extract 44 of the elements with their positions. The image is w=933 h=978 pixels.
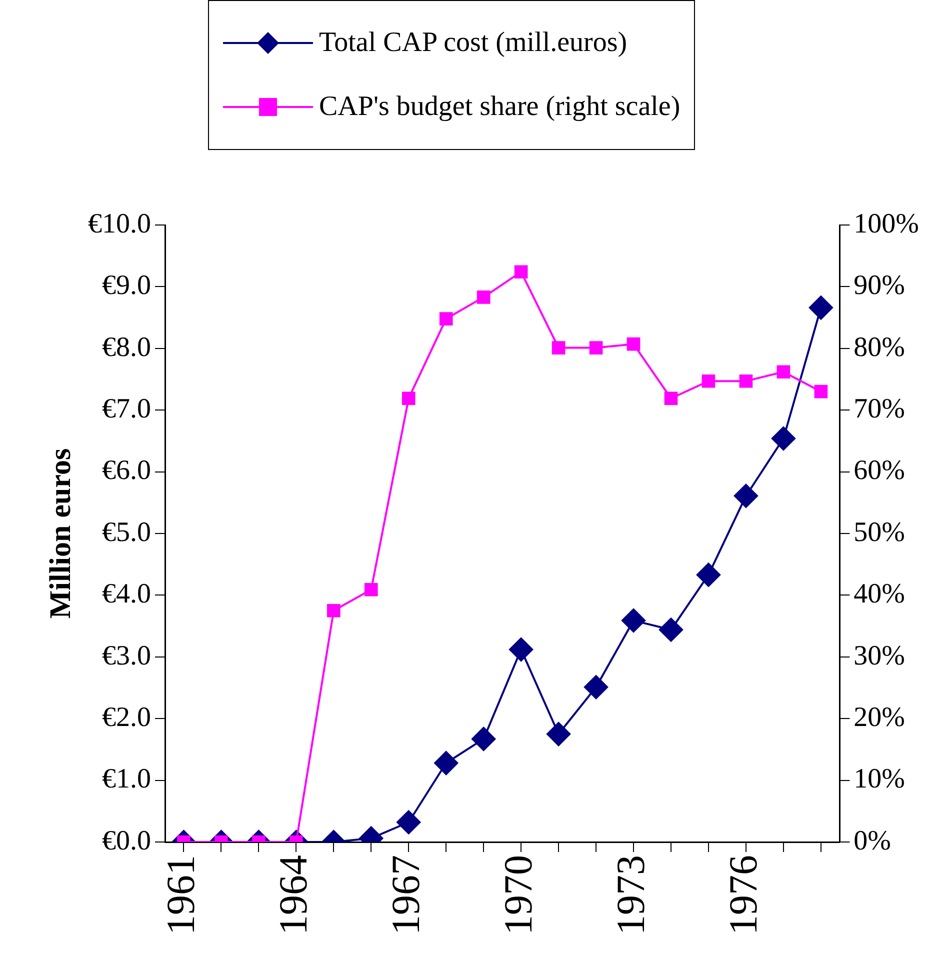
x-tick-label: 1973 (608, 855, 654, 935)
y2-tick-label: 80% (854, 332, 906, 363)
y-tick-label: €9.0 (102, 270, 151, 302)
point (364, 582, 378, 596)
point (814, 384, 828, 398)
y2-tick-label: 0% (854, 825, 892, 856)
point (402, 392, 416, 406)
point (514, 265, 528, 279)
y-tick-label: €5.0 (102, 516, 151, 548)
point (476, 290, 490, 304)
y-tick-label: €7.0 (102, 393, 151, 424)
legend-label: Total CAP cost (mill.euros) (319, 27, 628, 59)
y2-tick-label: 70% (854, 393, 906, 424)
y2-tick-label: 60% (854, 455, 906, 486)
y2-tick-label: 30% (854, 640, 906, 672)
point (739, 374, 753, 388)
x-tick-label: 1976 (720, 855, 766, 935)
point (552, 341, 566, 354)
x-tick-label: 1967 (383, 855, 428, 935)
x-tick-label: 1964 (270, 855, 316, 935)
y-tick-label: €0.0 (102, 825, 151, 856)
y-tick-label: €4.0 (102, 578, 151, 610)
y-tick-label: €3.0 (102, 640, 151, 672)
y2-tick-label: 100% (854, 208, 920, 240)
point (776, 365, 790, 379)
point (626, 337, 640, 351)
y-tick-label: €2.0 (102, 702, 151, 733)
y2-tick-label: 90% (854, 270, 906, 302)
point (664, 392, 678, 406)
y-tick-label: €8.0 (102, 332, 151, 363)
legend-label: CAP's budget share (right scale) (319, 91, 680, 123)
point (439, 312, 453, 326)
y2-tick-label: 40% (854, 578, 906, 610)
point (702, 374, 716, 388)
point (589, 341, 603, 354)
y-axis-title: Million euros (44, 448, 77, 619)
y-tick-label: €10.0 (88, 208, 151, 240)
y-tick-label: €1.0 (102, 764, 151, 795)
x-tick-label: 1970 (496, 855, 541, 935)
y2-tick-label: 10% (854, 764, 906, 795)
y2-tick-label: 50% (854, 516, 906, 548)
y2-tick-label: 20% (854, 702, 906, 733)
x-tick-label: 1961 (158, 855, 204, 935)
y-tick-label: €6.0 (102, 455, 151, 486)
